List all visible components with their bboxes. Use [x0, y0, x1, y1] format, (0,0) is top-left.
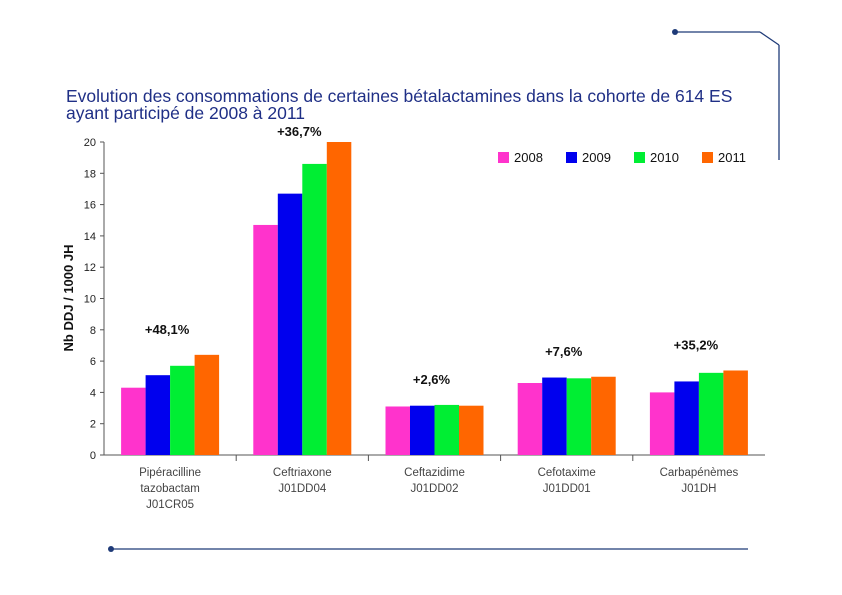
bar [410, 405, 435, 455]
y-tick-label: 12 [84, 262, 96, 274]
y-tick-label: 14 [84, 231, 96, 243]
bar [517, 383, 543, 455]
bar [145, 375, 171, 455]
plot-area: 0 2 4 6 8 10 12 14 16 18 20 Nb DDJ / 1000 JH Pipérac… [61, 124, 765, 511]
bar [302, 163, 327, 455]
bar [170, 365, 195, 455]
x-tick-label: Cefotaxime [538, 467, 596, 479]
growth-annotation: +48,1% [145, 322, 190, 337]
bar [542, 377, 567, 455]
chart-title: Evolution des consommations de certaines… [66, 86, 733, 123]
y-tick-label: 16 [84, 200, 96, 212]
y-tick-label: 0 [90, 450, 96, 462]
y-tick-label: 4 [90, 387, 96, 399]
bar [326, 142, 352, 455]
legend-label: 2011 [718, 150, 746, 165]
x-tick-label: Carbapénèmes [660, 467, 739, 479]
bar [194, 354, 220, 455]
x-tick-label: Pipéracilline [139, 467, 201, 479]
growth-annotation: +2,6% [413, 372, 451, 387]
y-tick-label: 2 [90, 419, 96, 431]
legend-label: 2009 [582, 150, 611, 165]
y-tick-label: 6 [90, 356, 96, 368]
bar [566, 378, 592, 455]
legend-label: 2008 [514, 150, 543, 165]
bar [277, 193, 303, 455]
y-tick-label: 8 [90, 325, 96, 337]
x-tick-label: J01DH [681, 483, 716, 495]
y-tick-label: 18 [84, 168, 96, 180]
growth-annotation: +36,7% [277, 124, 322, 139]
bar [253, 224, 278, 455]
x-tick-label: J01DD02 [411, 483, 459, 495]
x-tick-label: Ceftriaxone [273, 467, 332, 479]
y-axis-label: Nb DDJ / 1000 JH [61, 245, 76, 352]
bar [723, 370, 748, 455]
x-tick-label: J01DD01 [543, 483, 591, 495]
bar [591, 376, 616, 455]
x-tick-label: Ceftazidime [404, 467, 465, 479]
bar [649, 392, 675, 455]
legend-swatch [702, 152, 713, 163]
growth-annotation: +7,6% [545, 344, 583, 359]
x-tick-label: tazobactam [140, 483, 199, 495]
bar [434, 404, 459, 455]
slide-decoration [108, 29, 780, 552]
bar [459, 405, 484, 455]
legend-swatch [498, 152, 509, 163]
bar [698, 372, 724, 455]
legend-swatch [566, 152, 577, 163]
growth-annotation: +35,2% [674, 337, 719, 352]
top-corner-line [759, 31, 780, 46]
x-tick-label: J01DD04 [278, 483, 327, 495]
bar [674, 381, 699, 455]
y-tick-label: 20 [84, 137, 96, 149]
x-tick-label: J01CR05 [146, 499, 194, 511]
bar [121, 387, 146, 455]
legend-label: 2010 [650, 150, 679, 165]
legend-swatch [634, 152, 645, 163]
y-tick-label: 10 [84, 294, 96, 306]
bar [385, 406, 410, 455]
